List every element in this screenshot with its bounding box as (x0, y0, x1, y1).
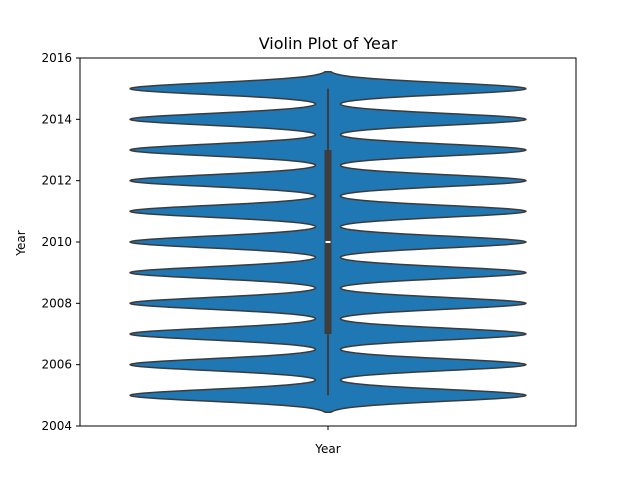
chart-title: Violin Plot of Year (259, 34, 398, 53)
y-tick-label: 2008 (41, 296, 72, 310)
x-axis-category-label: Year (314, 442, 340, 456)
y-axis-label: Year (14, 230, 28, 256)
plot-area (129, 71, 527, 413)
y-tick-label: 2004 (41, 419, 72, 433)
y-tick-label: 2010 (41, 235, 72, 249)
axes-frame (79, 57, 577, 427)
y-tick-label: 2006 (41, 358, 72, 372)
y-tick-label: 2016 (41, 51, 72, 65)
y-tick-label: 2014 (41, 112, 72, 126)
y-tick-label: 2012 (41, 174, 72, 188)
y-axis: 2004 2006 2008 2010 2012 2014 2016 (41, 51, 80, 433)
